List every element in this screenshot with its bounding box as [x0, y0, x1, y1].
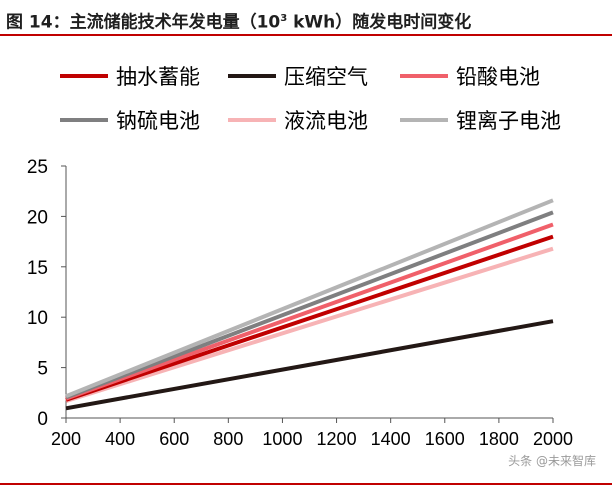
title-divider	[0, 34, 612, 36]
legend-label-0: 抽水蓄能	[116, 66, 200, 89]
legend-label-2: 铅酸电池	[456, 66, 540, 89]
x-tick-label: 1600	[425, 429, 465, 449]
chart-series-lines	[65, 198, 554, 411]
y-tick-label: 5	[37, 359, 48, 380]
legend-label-4: 液流电池	[284, 110, 368, 133]
series-line-0	[65, 234, 554, 402]
x-tick-label: 1000	[262, 429, 302, 449]
figure-title-superscript: 3	[280, 13, 288, 24]
y-tick-label: 25	[27, 157, 48, 178]
figure-title: 图 14：主流储能技术年发电量（103 kWh）随发电时间变化	[6, 6, 606, 34]
x-tick-label: 800	[213, 429, 243, 449]
x-tick-label: 200	[51, 429, 81, 449]
watermark: 头条 @未来智库	[508, 454, 596, 468]
x-tick-label: 400	[105, 429, 135, 449]
bottom-divider	[0, 483, 612, 485]
series-line-2	[65, 222, 554, 401]
series-line-5	[65, 198, 554, 399]
series-line-3	[65, 210, 554, 400]
legend-label-3: 钠硫电池	[116, 110, 200, 133]
figure-title-text: 图 14：主流储能技术年发电量（10	[6, 12, 281, 33]
figure-title-suffix: kWh）随发电时间变化	[287, 12, 472, 33]
x-tick-label: 1400	[371, 429, 411, 449]
series-line-4	[65, 246, 554, 404]
x-tick-label: 600	[159, 429, 189, 449]
series-line-1	[65, 319, 554, 411]
y-tick-label: 0	[37, 409, 48, 430]
y-tick-label: 10	[27, 308, 48, 329]
x-tick-label: 1200	[317, 429, 357, 449]
chart-axes: 0 5 10 15 20 25 200 400 600 800 1000 1200 1400 1600 18…	[27, 157, 573, 449]
y-tick-label: 15	[27, 258, 48, 279]
x-tick-label: 1800	[479, 429, 519, 449]
legend-label-5: 锂离子电池	[456, 110, 561, 133]
x-tick-label: 2000	[533, 429, 573, 449]
y-tick-label: 20	[27, 207, 48, 228]
legend-label-1: 压缩空气	[284, 66, 368, 89]
